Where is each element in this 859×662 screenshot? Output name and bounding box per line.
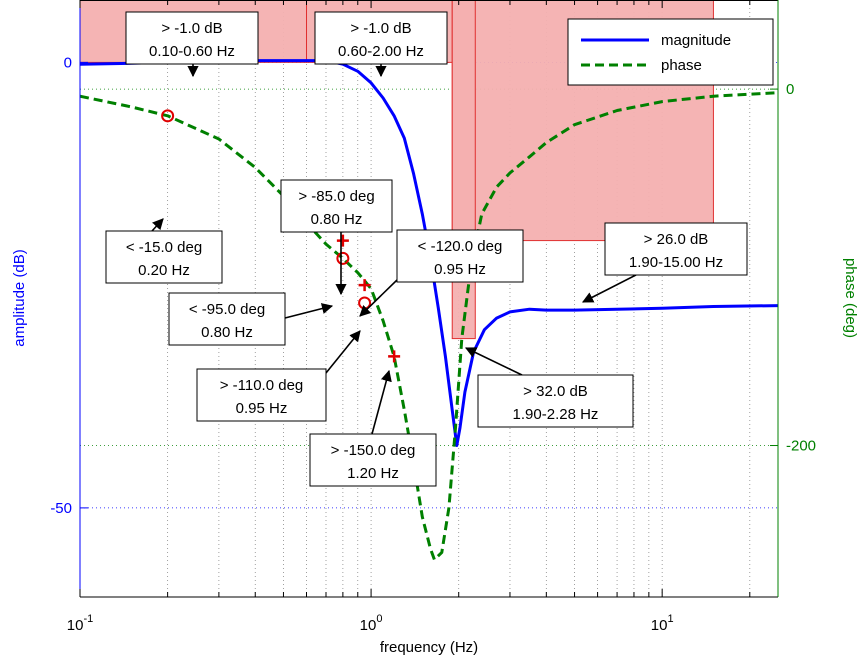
plus-marker (388, 350, 401, 363)
annotation-line1: > -150.0 deg (331, 442, 416, 459)
y-tick-label-left: 0 (64, 54, 72, 71)
y-axis-label-left: amplitude (dB) (11, 249, 28, 347)
legend-label-magnitude: magnitude (661, 32, 731, 49)
plus-marker (358, 279, 371, 292)
annotation-line2: 0.80 Hz (311, 211, 363, 228)
annotation-7: < -95.0 deg 0.80 Hz (168, 292, 334, 346)
y-tick-label-left: -50 (50, 500, 72, 517)
annotation-4: < -15.0 deg 0.20 Hz (105, 218, 223, 284)
annotation-box (196, 368, 327, 422)
annotation-arrow (464, 347, 523, 376)
annotation-line1: > 26.0 dB (644, 231, 709, 248)
series-magnitude-line (80, 59, 778, 447)
annotations-layer: > -1.0 dB 0.10-0.60 Hz > -1.0 dB 0.60-2.00 … (105, 11, 748, 487)
circle-marker (161, 109, 175, 123)
annotation-box (105, 230, 223, 284)
annotation-line2: 1.90-15.00 Hz (629, 254, 723, 271)
annotation-box (280, 179, 393, 233)
annotation-line2: 0.80 Hz (201, 324, 253, 341)
plus-marker (336, 234, 349, 247)
annotation-8: > -110.0 deg 0.95 Hz (196, 330, 361, 422)
annotation-line1: < -95.0 deg (189, 301, 265, 318)
annotation-1: > -1.0 dB 0.10-0.60 Hz (125, 11, 259, 78)
annotation-box (314, 11, 448, 65)
y-tick-label-right: 0 (786, 81, 794, 98)
annotation-9: > 32.0 dB 1.90-2.28 Hz (464, 347, 634, 428)
annotation-line1: > -1.0 dB (161, 20, 222, 37)
x-tick-label: 101 (651, 613, 674, 634)
annotation-line2: 0.10-0.60 Hz (149, 43, 235, 60)
x-axis-label: frequency (Hz) (380, 639, 478, 656)
x-tick-label: 10-1 (67, 613, 93, 634)
legend-label-phase: phase (661, 57, 702, 74)
annotation-line2: 0.95 Hz (434, 261, 486, 278)
annotation-arrow (371, 369, 392, 435)
annotation-box (477, 374, 634, 428)
axes: 10-1 100 101 0 -50 0 -200 (50, 0, 816, 634)
legend-box (567, 18, 774, 86)
annotation-box (309, 433, 437, 487)
annotation-box (125, 11, 259, 65)
annotation-arrow (284, 303, 334, 319)
annotation-arrow (359, 279, 398, 317)
annotation-arrow (582, 274, 637, 303)
annotation-5: < -120.0 deg 0.95 Hz (359, 229, 524, 317)
annotation-line1: > -1.0 dB (350, 20, 411, 37)
annotation-10: > -150.0 deg 1.20 Hz (309, 369, 437, 487)
annotation-line2: 1.90-2.28 Hz (513, 406, 599, 423)
annotation-line2: 0.95 Hz (236, 400, 288, 417)
x-tick-label: 100 (360, 613, 383, 634)
circle-marker (336, 251, 350, 265)
annotation-arrow (325, 330, 361, 374)
annotation-box (168, 292, 286, 346)
legend: magnitude phase (567, 18, 774, 86)
bound-region-4 (451, 0, 476, 340)
annotation-3: > -85.0 deg 0.80 Hz (280, 179, 393, 296)
annotation-line1: > 32.0 dB (523, 383, 588, 400)
annotation-line2: 0.60-2.00 Hz (338, 43, 424, 60)
y-axis-label-right: phase (deg) (842, 258, 859, 338)
annotation-box (396, 229, 524, 283)
annotation-box (604, 222, 748, 276)
annotation-line1: > -85.0 deg (298, 188, 374, 205)
annotation-line1: < -120.0 deg (418, 238, 503, 255)
y-tick-label-right: -200 (786, 438, 816, 455)
annotation-line1: < -15.0 deg (126, 239, 202, 256)
annotation-arrow (151, 218, 164, 232)
annotation-6: > 26.0 dB 1.90-15.00 Hz (582, 222, 748, 303)
annotation-line2: 0.20 Hz (138, 262, 190, 279)
annotation-line1: > -110.0 deg (220, 377, 304, 394)
annotation-line2: 1.20 Hz (347, 465, 399, 482)
annotation-2: > -1.0 dB 0.60-2.00 Hz (314, 11, 448, 78)
